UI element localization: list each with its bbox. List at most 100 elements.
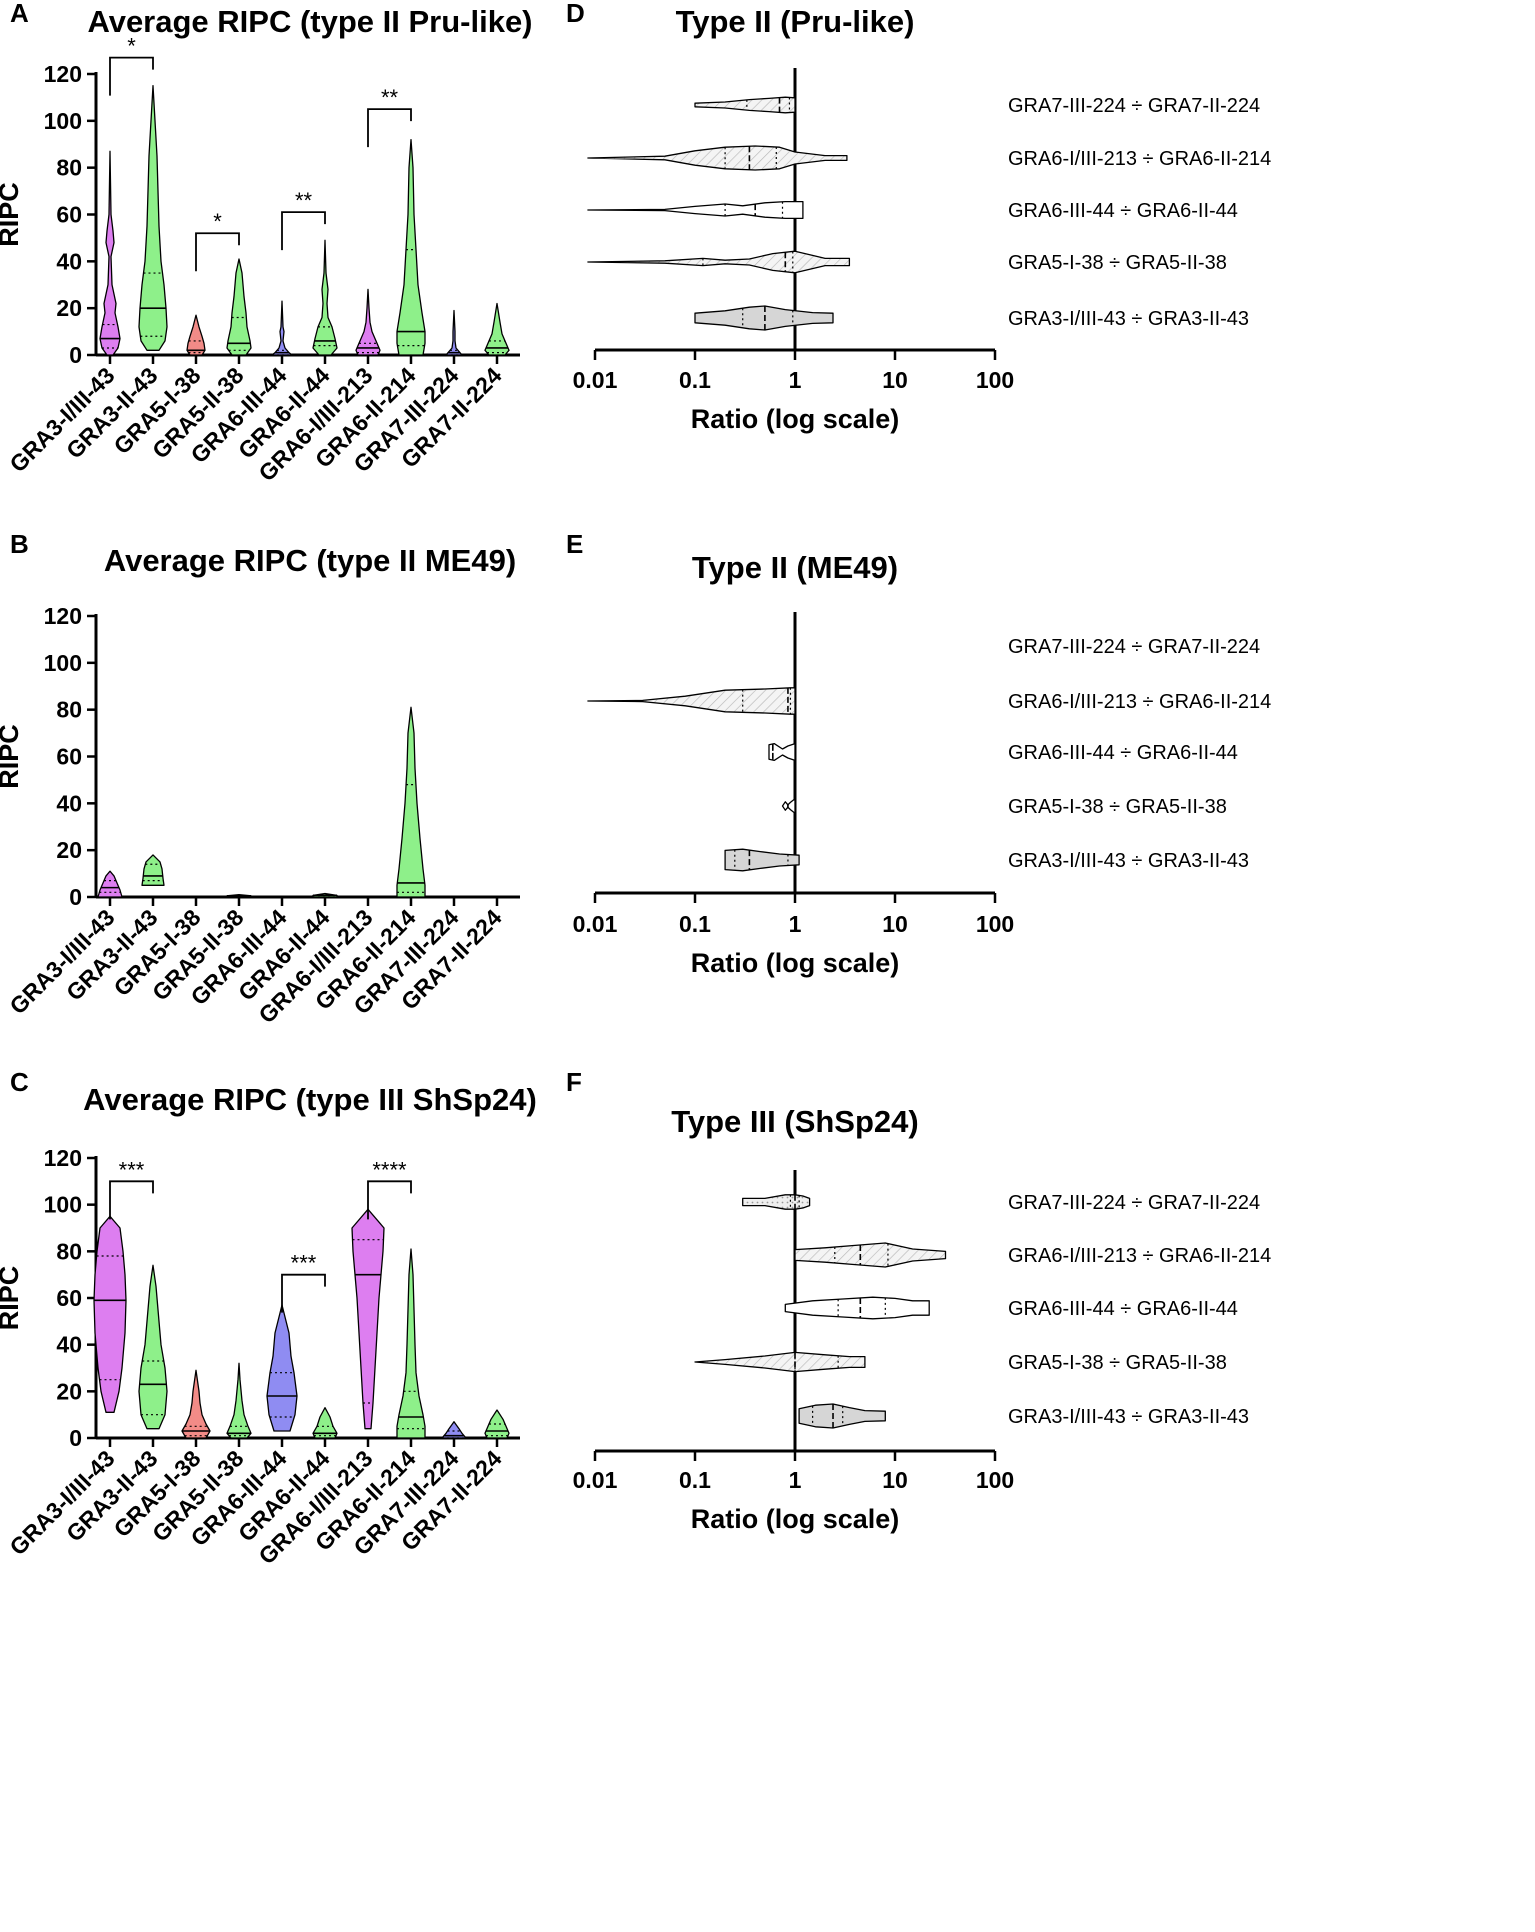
x-tick-label: 10 — [882, 1467, 908, 1493]
violin — [226, 1362, 252, 1439]
violin — [441, 1421, 467, 1439]
violin — [694, 305, 834, 331]
row-label: GRA3-I/III-43 ÷ GRA3-II-43 — [1008, 850, 1249, 872]
chart-title: Average RIPC (type II Pru-like) — [87, 4, 532, 39]
x-tick-label: 1 — [789, 1467, 802, 1493]
y-tick-label: 120 — [44, 61, 82, 87]
significance-label: ** — [381, 85, 399, 110]
violin — [355, 288, 381, 356]
panel-d: D Type II (Pru-like) 0.01 0.1 1 10 100 Ratio (l… — [566, 0, 1271, 434]
x-tick-label: 100 — [976, 911, 1014, 937]
x-tick-label: 100 — [976, 1467, 1014, 1493]
significance-bracket — [367, 1180, 412, 1220]
significance-label: *** — [119, 1157, 145, 1182]
row-label: GRA3-I/III-43 ÷ GRA3-II-43 — [1008, 308, 1249, 330]
violin — [587, 200, 804, 220]
y-axis-label: RIPC — [0, 182, 24, 247]
y-tick-label: 40 — [56, 1332, 82, 1358]
panel-letter: C — [10, 1067, 29, 1097]
row-label: GRA6-III-44 ÷ GRA6-II-44 — [1008, 200, 1238, 222]
y-tick-label: 0 — [69, 1425, 82, 1451]
significance-bracket — [109, 1180, 154, 1220]
x-tick-label: 10 — [882, 367, 908, 393]
y-tick-label: 60 — [56, 1285, 82, 1311]
row-label: GRA5-I-38 ÷ GRA5-II-38 — [1008, 252, 1227, 274]
significance-bracket — [367, 108, 412, 148]
x-tick-label: 0.01 — [573, 911, 618, 937]
x-tick-label: 1 — [789, 367, 802, 393]
panel-letter: F — [566, 1067, 582, 1097]
violin — [724, 848, 800, 872]
panel-e: E Type II (ME49) 0.01 0.1 1 10 100 Ratio (log s… — [566, 529, 1271, 978]
y-tick-label: 100 — [44, 1192, 82, 1218]
row-label: GRA6-I/III-213 ÷ GRA6-II-214 — [1008, 691, 1271, 713]
violin — [351, 1208, 385, 1430]
violin — [784, 1296, 930, 1320]
chart-title: Average RIPC (type II ME49) — [104, 543, 516, 578]
violin — [266, 1304, 298, 1432]
row-label: GRA6-III-44 ÷ GRA6-II-44 — [1008, 1298, 1238, 1320]
y-tick-label: 120 — [44, 1145, 82, 1171]
violin — [587, 145, 848, 171]
violin — [99, 150, 121, 356]
chart-title: Type II (ME49) — [692, 550, 898, 585]
y-tick-label: 80 — [56, 155, 82, 181]
violin — [694, 96, 796, 114]
violin — [484, 1409, 510, 1439]
y-tick-label: 100 — [44, 108, 82, 134]
y-tick-label: 20 — [56, 1378, 82, 1404]
row-label: GRA6-III-44 ÷ GRA6-II-44 — [1008, 742, 1238, 764]
y-tick-label: 80 — [56, 1238, 82, 1264]
violin — [742, 1194, 811, 1210]
violin — [587, 250, 851, 274]
violin — [93, 1215, 127, 1413]
violin — [396, 138, 426, 356]
x-tick-label: 100 — [976, 367, 1014, 393]
y-tick-label: 0 — [69, 884, 82, 910]
violin — [484, 302, 510, 356]
row-label: GRA6-I/III-213 ÷ GRA6-II-214 — [1008, 148, 1271, 170]
y-tick-label: 80 — [56, 697, 82, 723]
x-tick-label: 0.1 — [679, 1467, 711, 1493]
violin — [181, 1369, 211, 1439]
violin — [396, 1248, 426, 1439]
x-tick-label: 0.1 — [679, 367, 711, 393]
x-axis-label: Ratio (log scale) — [691, 404, 900, 434]
chart-title: Type III (ShSp24) — [671, 1104, 918, 1139]
y-tick-label: 60 — [56, 744, 82, 770]
violin — [781, 798, 796, 814]
panel-letter: E — [566, 529, 583, 559]
row-label: GRA6-I/III-213 ÷ GRA6-II-214 — [1008, 1245, 1271, 1267]
y-tick-label: 40 — [56, 248, 82, 274]
violin — [138, 1264, 168, 1430]
x-axis-label: Ratio (log scale) — [691, 948, 900, 978]
panel-letter: D — [566, 0, 585, 28]
x-tick-label: 0.01 — [573, 1467, 618, 1493]
violin — [587, 687, 796, 715]
violin — [138, 85, 168, 351]
y-tick-label: 0 — [69, 342, 82, 368]
row-label: GRA5-I-38 ÷ GRA5-II-38 — [1008, 796, 1227, 818]
significance-label: * — [127, 34, 136, 59]
significance-label: * — [213, 209, 222, 234]
y-tick-label: 40 — [56, 790, 82, 816]
panel-letter: B — [10, 529, 29, 559]
violin — [141, 854, 165, 886]
row-label: GRA7-III-224 ÷ GRA7-II-224 — [1008, 1192, 1260, 1214]
panel-a: A Average RIPC (type II Pru-like) RIPC 0 20 4… — [0, 0, 533, 486]
significance-bracket — [281, 211, 326, 251]
y-tick-label: 60 — [56, 202, 82, 228]
y-axis-label: RIPC — [0, 724, 24, 789]
x-tick-label: 0.1 — [679, 911, 711, 937]
panel-f: F Type III (ShSp24) 0.01 0.1 1 10 100 Ratio (lo… — [566, 1067, 1271, 1534]
violin — [694, 1351, 866, 1373]
violin — [312, 239, 338, 356]
significance-bracket — [109, 56, 154, 96]
significance-label: *** — [291, 1251, 317, 1276]
violin — [794, 1242, 947, 1268]
panel-b: B Average RIPC (type II ME49) RIPC 0 20 40 60 8… — [0, 529, 520, 1028]
row-label: GRA7-III-224 ÷ GRA7-II-224 — [1008, 95, 1260, 117]
y-tick-label: 100 — [44, 650, 82, 676]
chart-title: Average RIPC (type III ShSp24) — [83, 1082, 537, 1117]
